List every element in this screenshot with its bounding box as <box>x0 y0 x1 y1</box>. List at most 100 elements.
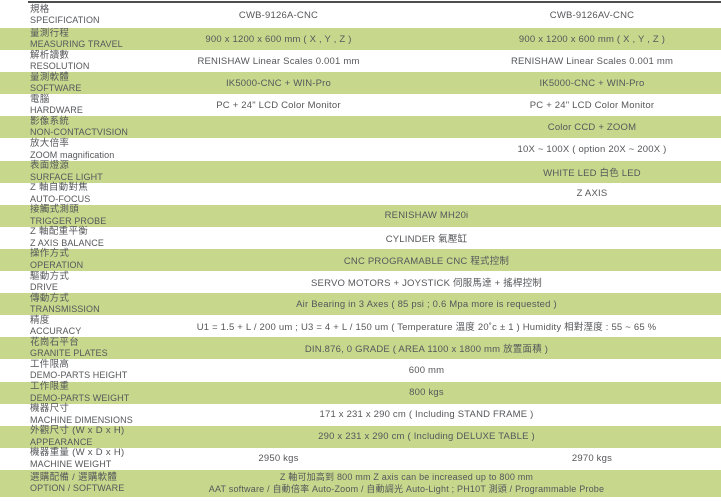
header-label-en: SPECIFICATION <box>30 15 100 25</box>
row-label-en: TRIGGER PROBE <box>30 215 107 226</box>
row-label: 量測行程 MEASURING TRAVEL <box>0 27 152 50</box>
spec-row: 驅動方式 DRIVE SERVO MOTORS + JOYSTICK 伺服馬達 … <box>0 270 721 294</box>
spec-row: 影像系統 NON-CONTACTVISION Color CCD + ZOOM <box>0 115 721 139</box>
row-label-zh: 量測軟體 <box>30 71 70 83</box>
row-label: 外觀尺寸 (W x D x H) APPEARANCE <box>0 426 152 447</box>
row-label: 機器尺寸 MACHINE DIMENSIONS <box>0 404 152 425</box>
spec-row: 工件限高 DEMO-PARTS HEIGHT 600 mm <box>0 358 721 382</box>
spec-row: 放大倍率 ZOOM magnification 10X ~ 100X ( opt… <box>0 138 721 161</box>
row-label-en: MEASURING TRAVEL <box>30 39 123 50</box>
row-label-en: APPEARANCE <box>30 436 93 447</box>
row-label-en: NON-CONTACTVISION <box>30 127 129 138</box>
value-model-b: Color CCD + ZOOM <box>547 121 637 133</box>
value-both-models: SERVO MOTORS + JOYSTICK 伺服馬達 + 搖桿控制 <box>311 278 542 290</box>
row-label: Z 軸自動對焦 AUTO-FOCUS <box>0 183 152 204</box>
row-label-en: SURFACE LIGHT <box>30 171 103 182</box>
row-label-en: OPERATION <box>30 259 84 270</box>
row-label-zh: 工作限重 <box>30 381 70 393</box>
row-label-en: ZOOM magnification <box>30 149 115 160</box>
row-label-zh: 機器重量 (W x D x H) <box>30 447 125 459</box>
row-label-en: DRIVE <box>30 282 59 293</box>
row-label-zh: 外觀尺寸 (W x D x H) <box>30 425 125 437</box>
row-label-zh: 精度 <box>30 314 50 326</box>
row-label: 電腦 HARDWARE <box>0 93 152 116</box>
value-both-models: CYLINDER 氣壓缸 <box>385 233 468 245</box>
row-label-zh: 傳動方式 <box>30 292 70 304</box>
spec-row: 機器重量 (W x D x H) MACHINE WEIGHT 2950 kgs… <box>0 447 721 470</box>
row-label: 工件限高 DEMO-PARTS HEIGHT <box>0 358 152 381</box>
row-label-zh: 花崗石平台 <box>30 336 80 348</box>
row-label-en: MACHINE WEIGHT <box>30 458 112 469</box>
row-label: 解析讀數 RESOLUTION <box>0 49 152 72</box>
value-both-models: 800 kgs <box>409 387 444 399</box>
row-label-zh: 驅動方式 <box>30 270 70 282</box>
row-label-en: Z AXIS BALANCE <box>30 237 104 248</box>
model-a-name: CWB-9126A-CNC <box>238 9 319 21</box>
row-label-en: HARDWARE <box>30 105 83 116</box>
row-label: Z 軸配重平衡 Z AXIS BALANCE <box>0 227 152 248</box>
spec-row: 外觀尺寸 (W x D x H) APPEARANCE 290 x 231 x … <box>0 425 721 448</box>
value-model-b: 2970 kgs <box>571 453 613 465</box>
row-label-zh: 影像系統 <box>30 115 70 127</box>
value-both-models: RENISHAW MH20i <box>384 210 469 222</box>
row-label-zh: 電腦 <box>30 93 50 105</box>
row-label: 機器重量 (W x D x H) MACHINE WEIGHT <box>0 448 152 469</box>
row-label-en: TRANSMISSION <box>30 304 100 315</box>
spec-row: 量測軟體 SOFTWARE IK5000-CNC + WIN-Pro IK500… <box>0 71 721 95</box>
value-both-models: Air Bearing in 3 Axes ( 85 psi ; 0.6 Mpa… <box>296 298 557 310</box>
row-label: 工作限重 DEMO-PARTS WEIGHT <box>0 382 152 403</box>
row-label-zh: 選購配備 / 選購軟體 <box>30 471 118 483</box>
value-model-b: WHITE LED 白色 LED <box>543 167 641 179</box>
row-label-zh: Z 軸配重平衡 <box>30 226 89 238</box>
spec-row: 機器尺寸 MACHINE DIMENSIONS 171 x 231 x 290 … <box>0 403 721 426</box>
model-b-name: CWB-9126AV-CNC <box>549 9 635 21</box>
row-label: 影像系統 NON-CONTACTVISION <box>0 115 152 138</box>
value-model-a: 900 x 1200 x 600 mm ( X , Y , Z ) <box>205 33 352 45</box>
row-label: 傳動方式 TRANSMISSION <box>0 292 152 315</box>
value-model-b: Z AXIS <box>576 188 608 200</box>
row-label: 表面燈源 SURFACE LIGHT <box>0 161 152 182</box>
value-model-a: 2950 kgs <box>258 453 299 465</box>
spec-row: 選購配備 / 選購軟體 OPTION / SOFTWARE Z 軸可加高到 80… <box>0 469 721 497</box>
value-both-models: 171 x 231 x 290 cm ( Including STAND FRA… <box>319 409 534 421</box>
row-label-zh: 解析讀數 <box>30 49 70 61</box>
value-model-a: PC + 24" LCD Color Monitor <box>216 99 341 111</box>
spec-row: 接觸式測頭 TRIGGER PROBE RENISHAW MH20i <box>0 204 721 227</box>
value-model-b: PC + 24" LCD Color Monitor <box>529 99 655 111</box>
row-label-zh: 操作方式 <box>30 248 70 260</box>
value-model-a: RENISHAW Linear Scales 0.001 mm <box>197 55 360 67</box>
row-label-en: DEMO-PARTS HEIGHT <box>30 370 128 381</box>
value-both-models: DIN.876, 0 GRADE ( AREA 1100 x 1800 mm 放… <box>304 344 549 356</box>
row-label-en: DEMO-PARTS WEIGHT <box>30 392 130 403</box>
row-label-zh: 機器尺寸 <box>30 403 70 415</box>
row-label: 選購配備 / 選購軟體 OPTION / SOFTWARE <box>0 471 152 494</box>
spec-row: 工作限重 DEMO-PARTS WEIGHT 800 kgs <box>0 381 721 404</box>
row-label: 量測軟體 SOFTWARE <box>0 71 152 94</box>
value-both-models: 290 x 231 x 290 cm ( Including DELUXE TA… <box>318 431 535 443</box>
value-both-models: U1 = 1.5 + L / 200 um ; U3 = 4 + L / 150… <box>196 322 657 334</box>
row-label-zh: 表面燈源 <box>30 160 70 172</box>
row-label-zh: 量測行程 <box>30 27 70 39</box>
spec-row: 花崗石平台 GRANITE PLATES DIN.876, 0 GRADE ( … <box>0 336 721 360</box>
header-row: 規格 SPECIFICATION CWB-9126A-CNC CWB-9126A… <box>0 0 721 28</box>
spec-row: 傳動方式 TRANSMISSION Air Bearing in 3 Axes … <box>0 292 721 316</box>
spec-row: 表面燈源 SURFACE LIGHT WHITE LED 白色 LED <box>0 160 721 183</box>
value-model-b: 10X ~ 100X ( option 20X ~ 200X ) <box>517 144 667 156</box>
row-label: 精度 ACCURACY <box>0 314 152 337</box>
header-row-label: 規格 SPECIFICATION <box>0 3 152 26</box>
spec-row: 量測行程 MEASURING TRAVEL 900 x 1200 x 600 m… <box>0 27 721 51</box>
row-label-zh: 接觸式測頭 <box>30 204 80 216</box>
row-label: 花崗石平台 GRANITE PLATES <box>0 336 152 359</box>
spec-row: Z 軸自動對焦 AUTO-FOCUS Z AXIS <box>0 182 721 205</box>
value-model-b: RENISHAW Linear Scales 0.001 mm <box>510 55 674 67</box>
header-label-zh: 規格 <box>30 3 50 15</box>
spec-row: 精度 ACCURACY U1 = 1.5 + L / 200 um ; U3 =… <box>0 314 721 338</box>
spec-row: 電腦 HARDWARE PC + 24" LCD Color Monitor P… <box>0 93 721 117</box>
row-label-zh: 工件限高 <box>30 358 70 370</box>
value-both-models: CNC PROGRAMABLE CNC 程式控制 <box>343 255 510 267</box>
row-label: 驅動方式 DRIVE <box>0 270 152 293</box>
row-label-en: ACCURACY <box>30 326 82 337</box>
value-model-b: IK5000-CNC + WIN-Pro <box>539 77 645 89</box>
row-label-en: MACHINE DIMENSIONS <box>30 414 133 425</box>
